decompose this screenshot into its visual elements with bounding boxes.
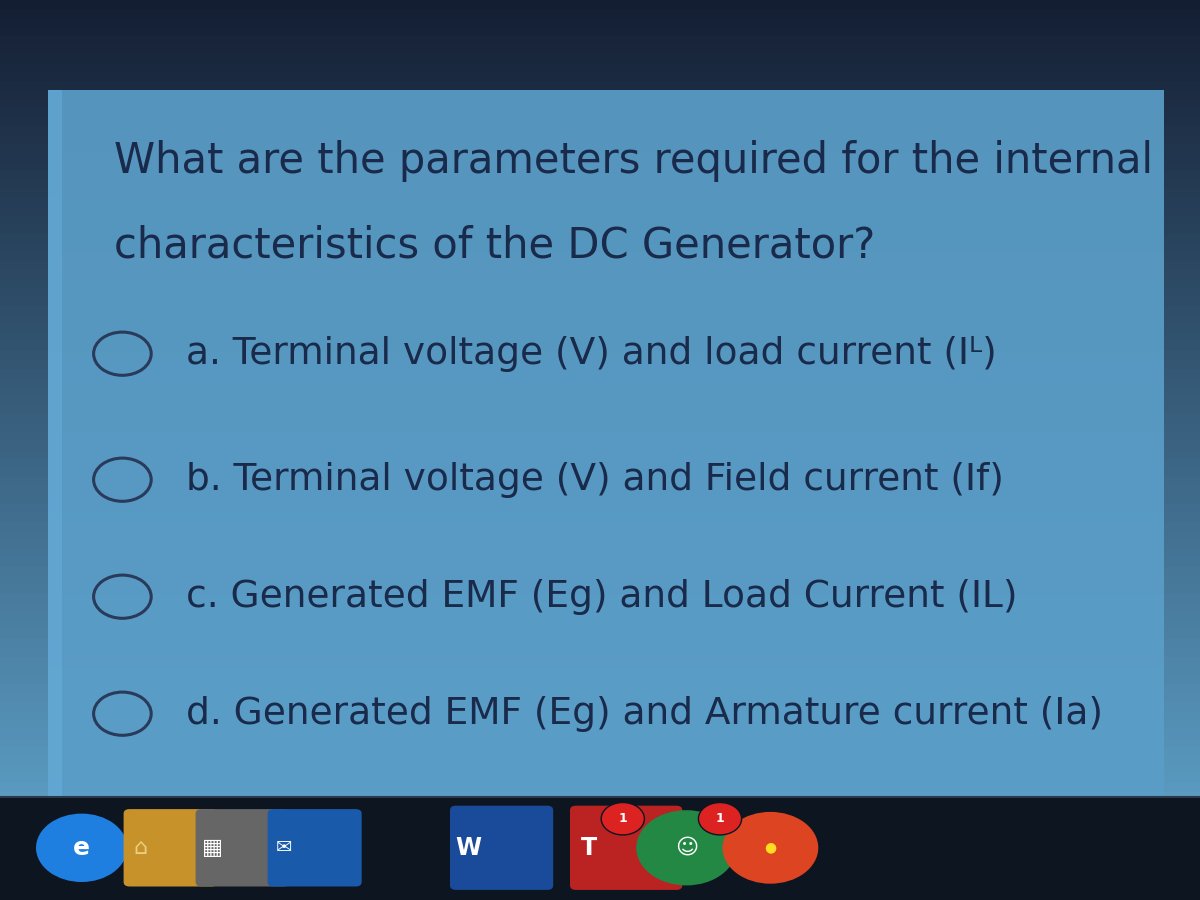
Text: characteristics of the DC Generator?: characteristics of the DC Generator? <box>114 225 875 267</box>
Text: ⌂: ⌂ <box>133 838 148 858</box>
Bar <box>48 90 62 810</box>
Text: What are the parameters required for the internal: What are the parameters required for the… <box>114 140 1153 182</box>
Text: c. Generated EMF (Eg) and Load Current (IL): c. Generated EMF (Eg) and Load Current (… <box>186 579 1018 615</box>
Text: ●: ● <box>764 841 776 855</box>
Circle shape <box>698 803 742 835</box>
Text: W: W <box>455 836 481 860</box>
FancyBboxPatch shape <box>570 806 683 890</box>
FancyBboxPatch shape <box>124 809 217 886</box>
Text: ✉: ✉ <box>276 838 293 858</box>
FancyBboxPatch shape <box>196 809 289 886</box>
Text: a. Terminal voltage (V) and load current (Iᴸ): a. Terminal voltage (V) and load current… <box>186 336 997 372</box>
Circle shape <box>636 810 737 886</box>
FancyBboxPatch shape <box>48 90 1164 810</box>
FancyBboxPatch shape <box>450 806 553 890</box>
Circle shape <box>601 803 644 835</box>
Circle shape <box>36 814 127 882</box>
Bar <box>0 796 1200 900</box>
Text: T: T <box>581 836 598 860</box>
FancyBboxPatch shape <box>268 809 361 886</box>
Text: 1: 1 <box>618 812 628 825</box>
Circle shape <box>722 812 818 884</box>
Text: ▦: ▦ <box>202 838 223 858</box>
Text: d. Generated EMF (Eg) and Armature current (Ia): d. Generated EMF (Eg) and Armature curre… <box>186 696 1103 732</box>
Text: 1: 1 <box>715 812 725 825</box>
Text: e: e <box>73 836 90 860</box>
Text: b. Terminal voltage (V) and Field current (If): b. Terminal voltage (V) and Field curren… <box>186 462 1004 498</box>
Text: ☺: ☺ <box>674 838 698 858</box>
